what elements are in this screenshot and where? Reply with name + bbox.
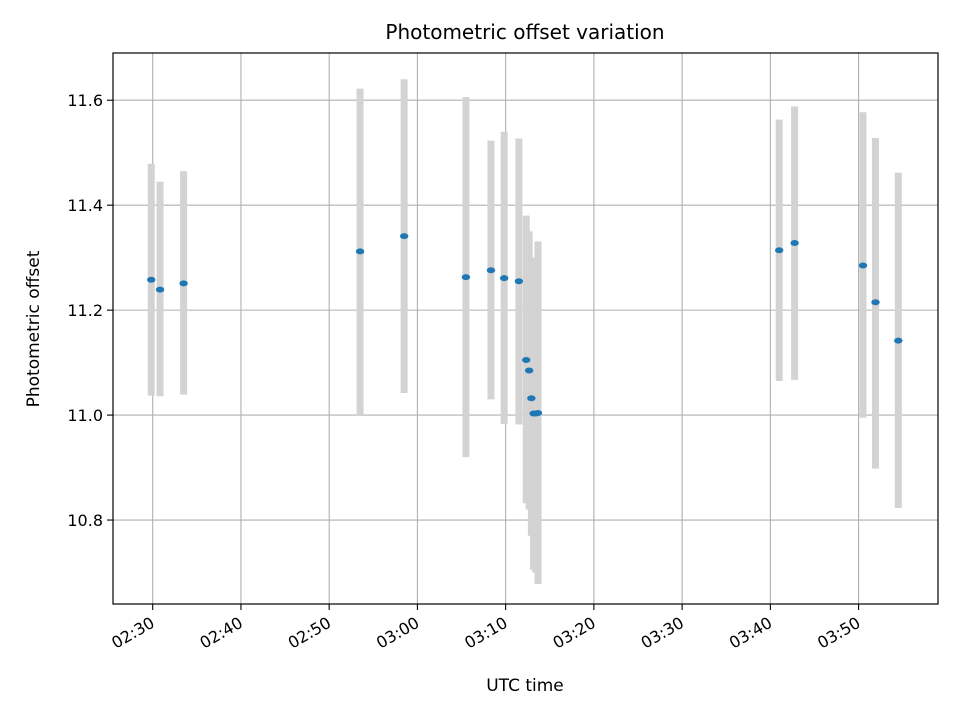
data-point [522, 356, 531, 363]
data-point [790, 239, 799, 246]
data-point [524, 367, 534, 374]
data-point [858, 262, 868, 269]
data-point [527, 395, 536, 402]
y-tick-label: 11.4 [67, 196, 103, 215]
x-tick-label: 02:30 [108, 613, 157, 653]
y-tick-label: 11.6 [67, 91, 103, 110]
y-tick-label: 11.2 [67, 301, 103, 320]
x-tick-label: 02:40 [197, 613, 246, 653]
x-tick-label: 03:20 [549, 613, 598, 653]
y-tick-label: 11.0 [67, 406, 103, 425]
x-tick-label: 03:10 [461, 613, 510, 653]
data-point [179, 280, 188, 287]
x-tick-label: 03:00 [373, 613, 422, 653]
data-point [147, 276, 156, 283]
data-point [514, 278, 524, 285]
x-tick-label: 03:50 [814, 613, 863, 653]
plot-frame [112, 52, 939, 605]
chart-title: Photometric offset variation [385, 20, 664, 44]
x-axis-label: UTC time [486, 676, 564, 696]
x-tick-label: 03:40 [726, 613, 775, 653]
errorbar-layer [147, 79, 902, 585]
data-point [533, 409, 543, 416]
y-axis-label: Photometric offset [24, 250, 44, 407]
data-point [399, 233, 409, 240]
data-point [774, 247, 784, 254]
data-point [155, 286, 165, 293]
data-point [871, 299, 880, 306]
data-point [486, 267, 496, 274]
x-tick-label: 02:50 [285, 613, 334, 653]
data-point [499, 275, 509, 282]
data-point [355, 248, 365, 255]
data-point [461, 274, 471, 281]
data-point [894, 337, 903, 344]
x-tick-label: 03:30 [638, 613, 687, 653]
point-layer [147, 233, 903, 417]
y-tick-label: 10.8 [67, 511, 103, 530]
